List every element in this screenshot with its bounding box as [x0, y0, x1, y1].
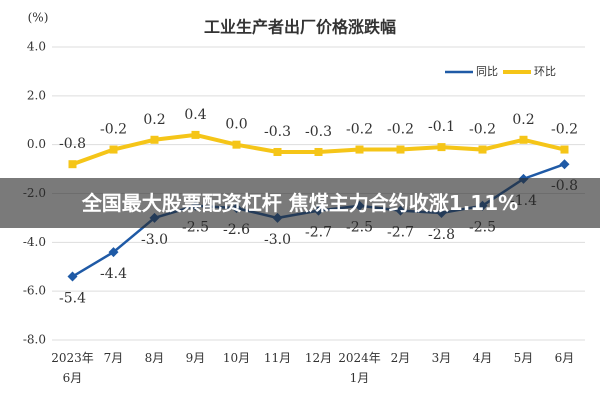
- x-tick-label: 8月: [144, 351, 165, 365]
- value-label: 0.2: [512, 112, 534, 128]
- x-tick-label: 6月: [554, 351, 575, 365]
- value-label: -4.4: [100, 266, 127, 282]
- y-tick-label: 0.0: [27, 137, 46, 151]
- point: [150, 135, 159, 144]
- x-tick-label: 5月: [513, 351, 534, 365]
- value-label: -2.8: [428, 227, 455, 243]
- value-label: -0.3: [305, 124, 332, 140]
- x-tick-label: 3月: [431, 351, 452, 365]
- x-tick-label: 4月: [472, 351, 493, 365]
- x-tick-label: 12月: [304, 351, 333, 365]
- y-axis-label: (%): [28, 11, 49, 25]
- legend-label: 同比: [476, 65, 498, 78]
- chart-title: 工业生产者出厂价格涨跌幅: [204, 18, 396, 37]
- point: [109, 145, 118, 154]
- point: [67, 271, 78, 282]
- value-label: -0.3: [264, 124, 291, 140]
- point: [559, 159, 570, 170]
- x-tick-label: 2024年 1月: [338, 351, 381, 385]
- x-tick-label: 11月: [263, 351, 292, 365]
- x-tick-label: 2023年 6月: [51, 351, 94, 385]
- point: [560, 145, 569, 154]
- point: [191, 130, 200, 139]
- point: [68, 160, 77, 169]
- y-tick-label: 2.0: [27, 88, 46, 102]
- point: [478, 145, 487, 154]
- value-label: -0.2: [387, 122, 414, 138]
- value-label: -3.0: [141, 232, 168, 248]
- point: [232, 140, 241, 149]
- y-tick-label: 4.0: [27, 40, 46, 54]
- x-tick-label: 9月: [185, 351, 206, 365]
- value-label: -0.8: [59, 136, 86, 152]
- point: [273, 147, 282, 156]
- x-tick-label: 2月: [390, 351, 411, 365]
- y-tick-label: -6.0: [23, 284, 46, 298]
- value-label: -0.2: [346, 122, 373, 138]
- point: [108, 247, 119, 258]
- point: [355, 145, 364, 154]
- point: [519, 135, 528, 144]
- value-label: -0.1: [428, 119, 455, 135]
- value-label: -5.4: [59, 291, 86, 307]
- value-label: -2.7: [305, 225, 332, 241]
- value-label: -2.7: [387, 225, 414, 241]
- y-tick-label: -8.0: [23, 333, 46, 347]
- banner: 全国最大股票配资杠杆 焦煤主力合约收涨1.11%: [0, 178, 600, 228]
- value-label: 0.2: [143, 112, 165, 128]
- value-label: -0.2: [469, 122, 496, 138]
- x-tick-label: 7月: [103, 351, 124, 365]
- value-label: -0.2: [551, 122, 578, 138]
- point: [437, 143, 446, 152]
- point: [314, 147, 323, 156]
- point: [396, 145, 405, 154]
- value-label: 0.4: [184, 107, 206, 123]
- value-label: -0.2: [100, 122, 127, 138]
- x-tick-label: 10月: [222, 351, 251, 365]
- y-tick-label: -4.0: [23, 235, 46, 249]
- value-label: -3.0: [264, 232, 291, 248]
- legend-label: 环比: [534, 65, 556, 78]
- value-label: 0.0: [225, 117, 247, 133]
